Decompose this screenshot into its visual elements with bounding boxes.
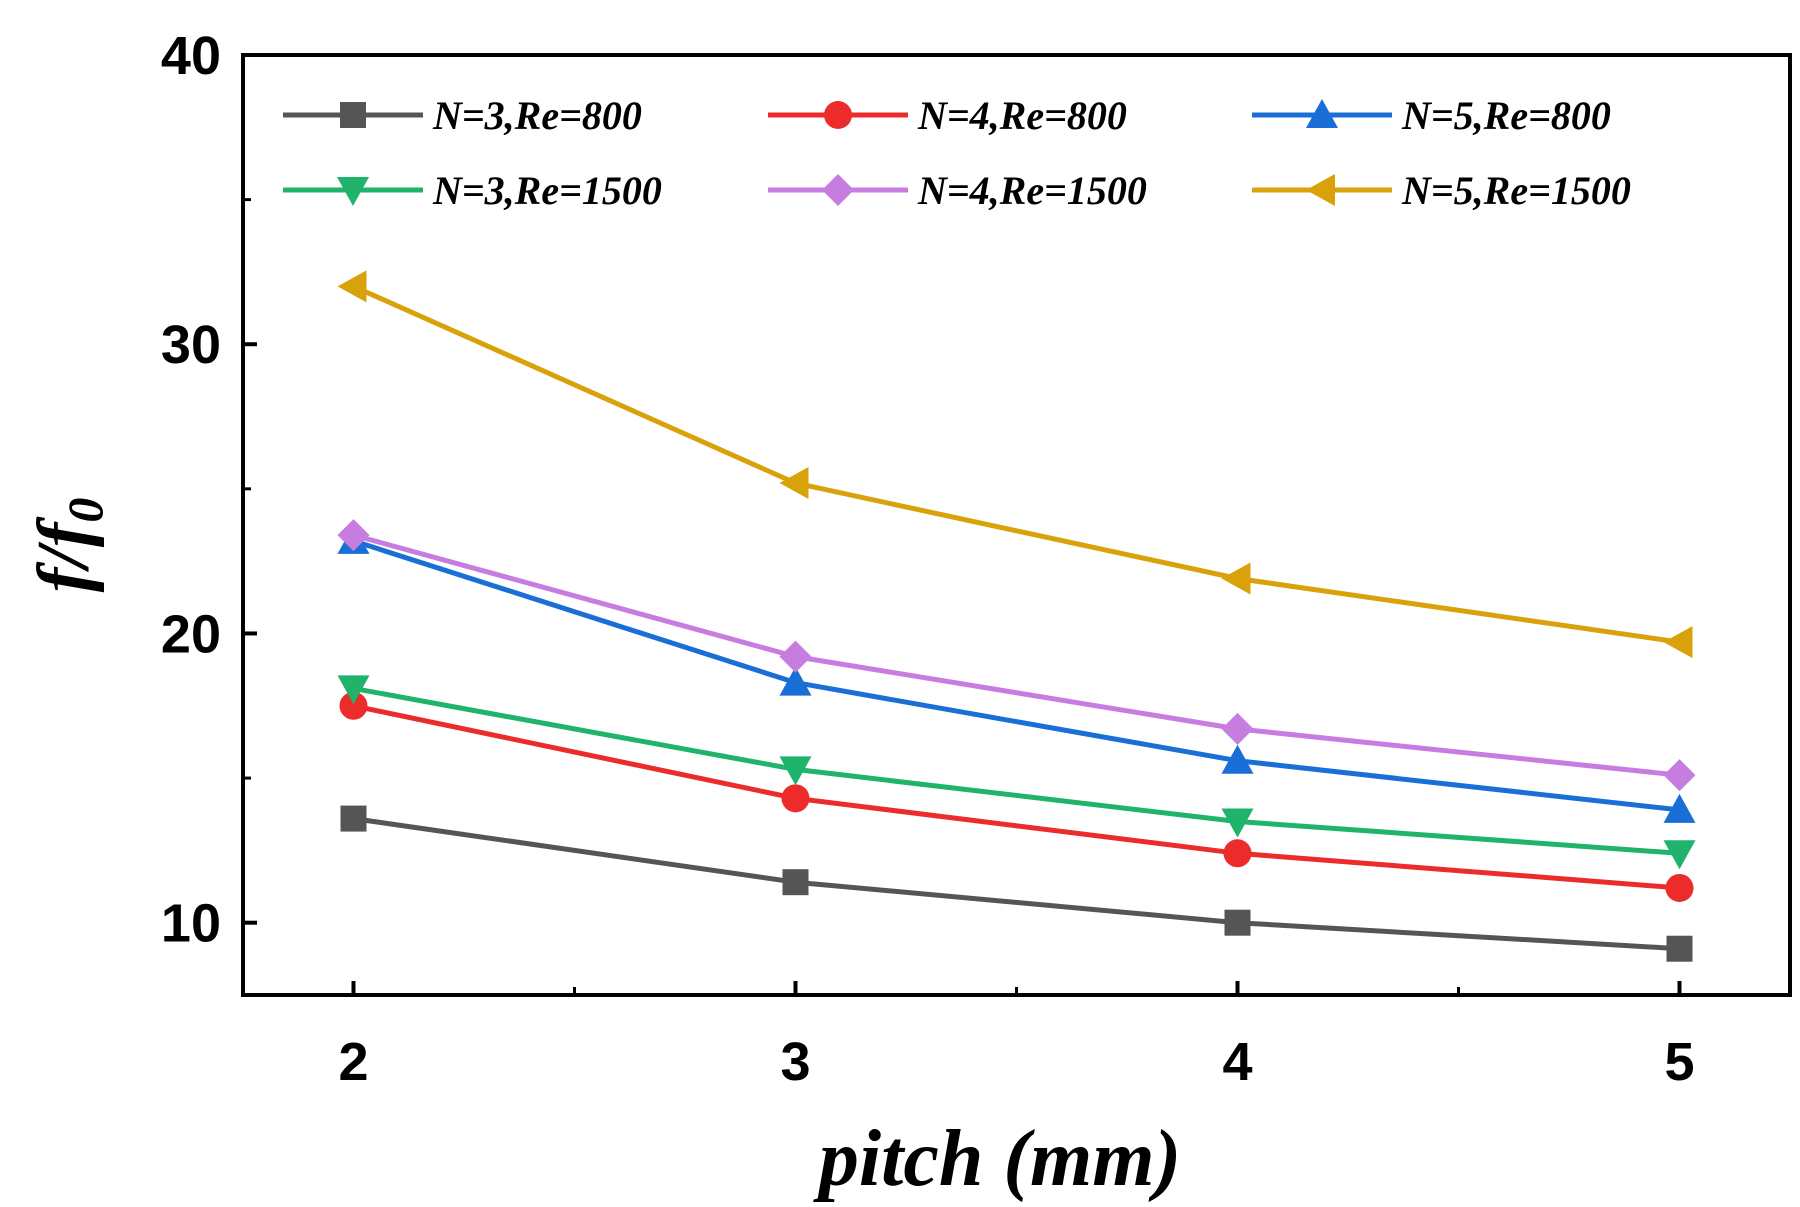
series-4 (337, 675, 1696, 870)
y-tick-label: 20 (161, 604, 221, 664)
data-point (1223, 839, 1252, 868)
data-point (779, 756, 812, 786)
legend-entry: N=3,Re=1500 (283, 168, 662, 213)
legend-marker (824, 101, 852, 129)
legend-label: N=3,Re=800 (432, 93, 642, 138)
series-line (352, 284, 1680, 645)
y-tick-label: 30 (161, 315, 221, 375)
data-point (779, 467, 809, 500)
y-axis-title-main: f/f (23, 516, 105, 592)
data-point (781, 784, 810, 813)
y-axis-title-subscript: 0 (57, 498, 113, 523)
data-point (1221, 744, 1254, 774)
legend-label: N=5,Re=800 (1401, 93, 1611, 138)
legend-entry: N=5,Re=800 (1252, 93, 1611, 138)
data-point (1663, 759, 1696, 792)
series-1 (340, 805, 1693, 962)
data-point (1221, 562, 1251, 595)
legend-marker (337, 177, 369, 206)
series-5 (337, 519, 1696, 792)
data-point (779, 640, 812, 673)
legend-label: N=4,Re=800 (917, 93, 1127, 138)
legend-marker (1306, 174, 1335, 206)
x-axis-title: pitch (mm) (813, 1115, 1181, 1203)
data-point (1665, 873, 1694, 902)
series-2 (339, 691, 1694, 902)
data-point (339, 691, 368, 720)
y-tick-label: 10 (161, 894, 221, 954)
data-point (1221, 712, 1254, 745)
data-point (1663, 626, 1693, 659)
data-point (1663, 793, 1696, 823)
series-layer (337, 270, 1696, 962)
data-point (782, 869, 809, 896)
axis-ticks: 2 3 4 5 10 20 30 40 (161, 26, 1695, 1092)
legend-label: N=3,Re=1500 (432, 168, 662, 213)
data-point (337, 519, 370, 552)
y-tick-label: 40 (161, 26, 221, 86)
series-line (352, 703, 1680, 891)
x-tick-label: 5 (1664, 1032, 1694, 1092)
series-line (353, 685, 1680, 856)
series-line (353, 816, 1680, 952)
legend-entry: N=5,Re=1500 (1252, 168, 1631, 213)
data-point (337, 675, 370, 705)
x-tick-label: 2 (338, 1032, 368, 1092)
x-tick-label: 4 (1222, 1032, 1252, 1092)
x-tick-label: 3 (780, 1032, 810, 1092)
series-line (352, 538, 1680, 813)
legend-entry: N=4,Re=1500 (768, 168, 1147, 213)
legend-entry: N=3,Re=800 (283, 93, 642, 138)
legend-label: N=5,Re=1500 (1401, 168, 1631, 213)
legend-label: N=4,Re=1500 (917, 168, 1147, 213)
data-point (1221, 808, 1254, 838)
data-point (1663, 840, 1696, 870)
legend-marker (822, 174, 854, 206)
series-line (352, 532, 1680, 778)
legend-marker (1306, 99, 1338, 128)
legend-entry: N=4,Re=800 (768, 93, 1127, 138)
y-axis-title: f/f0 (23, 498, 113, 593)
legend-marker (340, 102, 366, 128)
data-point (779, 666, 812, 696)
series-6 (337, 270, 1693, 659)
legend: N=3,Re=800 N=4,Re=800 N=5,Re=800 N=3,Re=150… (283, 93, 1631, 213)
data-point (337, 270, 367, 303)
data-point (1224, 909, 1251, 936)
data-point (1666, 935, 1693, 962)
data-point (340, 805, 367, 832)
